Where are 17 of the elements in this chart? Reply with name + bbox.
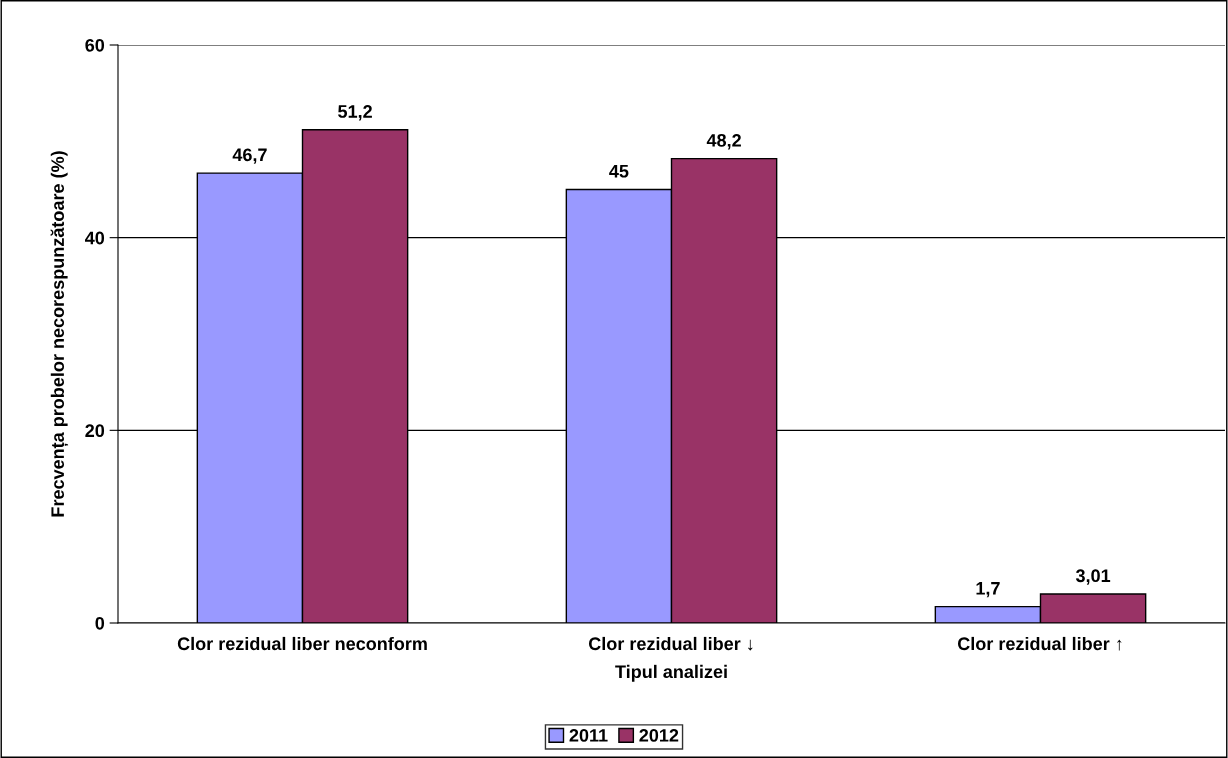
data-label: 46,7 xyxy=(232,148,267,164)
data-label: 48,2 xyxy=(706,133,741,150)
x-tick-label: Clor rezidual liber neconform xyxy=(177,636,427,651)
y-tick-label: 20 xyxy=(85,424,105,438)
legend-label: 2012 xyxy=(639,729,679,742)
y-tick-label: 0 xyxy=(95,616,105,630)
data-label: 3,01 xyxy=(1075,569,1111,585)
x-axis-title: Tipul analizei xyxy=(615,664,727,682)
legend-label: 2011 xyxy=(569,729,608,742)
y-axis-title: Frecvența probelor necorespunzătoare (%) xyxy=(50,151,69,517)
data-label: 1,7 xyxy=(976,582,1000,598)
data-label: 45 xyxy=(609,165,629,178)
y-tick-label: 40 xyxy=(85,231,105,245)
y-tick-label: 60 xyxy=(85,38,105,52)
data-label: 51,2 xyxy=(338,105,372,121)
x-tick-label: Clor rezidual liber ↑ xyxy=(957,636,1122,651)
x-tick-label: Clor rezidual liber ↓ xyxy=(588,636,753,651)
